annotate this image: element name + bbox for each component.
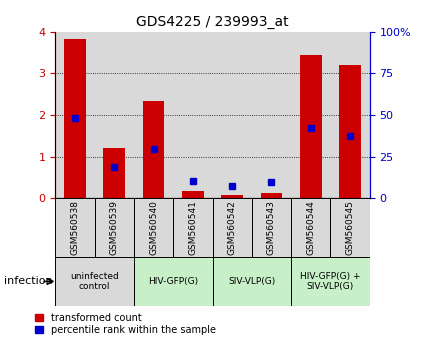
Text: HIV-GFP(G) +
SIV-VLP(G): HIV-GFP(G) + SIV-VLP(G) [300,272,361,291]
Bar [94,198,134,257]
Bar [291,32,330,198]
Text: GSM560540: GSM560540 [149,200,158,255]
Bar [173,198,212,257]
Text: GSM560541: GSM560541 [188,200,197,255]
Bar [212,198,252,257]
Bar [252,198,291,257]
Bar [212,257,291,306]
Bar [134,32,173,198]
Bar [331,198,370,257]
Bar [64,39,86,198]
Bar [103,148,125,198]
Text: GSM560545: GSM560545 [346,200,354,255]
Bar [55,257,134,306]
Bar [134,257,212,306]
Title: GDS4225 / 239993_at: GDS4225 / 239993_at [136,16,289,29]
Bar [339,65,361,198]
Bar [291,198,331,257]
Bar [221,195,243,198]
Bar [252,32,291,198]
Bar [261,193,282,198]
Bar [173,32,212,198]
Bar [291,257,370,306]
Bar [300,55,322,198]
Bar [94,32,134,198]
Bar [134,198,173,257]
Bar [143,101,164,198]
Bar [55,198,94,257]
Text: GSM560542: GSM560542 [228,200,237,255]
Bar [212,32,252,198]
Bar [55,32,94,198]
Text: infection: infection [4,276,53,286]
Text: GSM560543: GSM560543 [267,200,276,255]
Text: HIV-GFP(G): HIV-GFP(G) [148,277,198,286]
Text: uninfected
control: uninfected control [70,272,119,291]
Bar [330,32,370,198]
Legend: transformed count, percentile rank within the sample: transformed count, percentile rank withi… [34,313,216,335]
Bar [182,191,204,198]
Text: SIV-VLP(G): SIV-VLP(G) [228,277,275,286]
Text: GSM560538: GSM560538 [71,200,79,255]
Text: GSM560544: GSM560544 [306,200,315,255]
Text: GSM560539: GSM560539 [110,200,119,255]
